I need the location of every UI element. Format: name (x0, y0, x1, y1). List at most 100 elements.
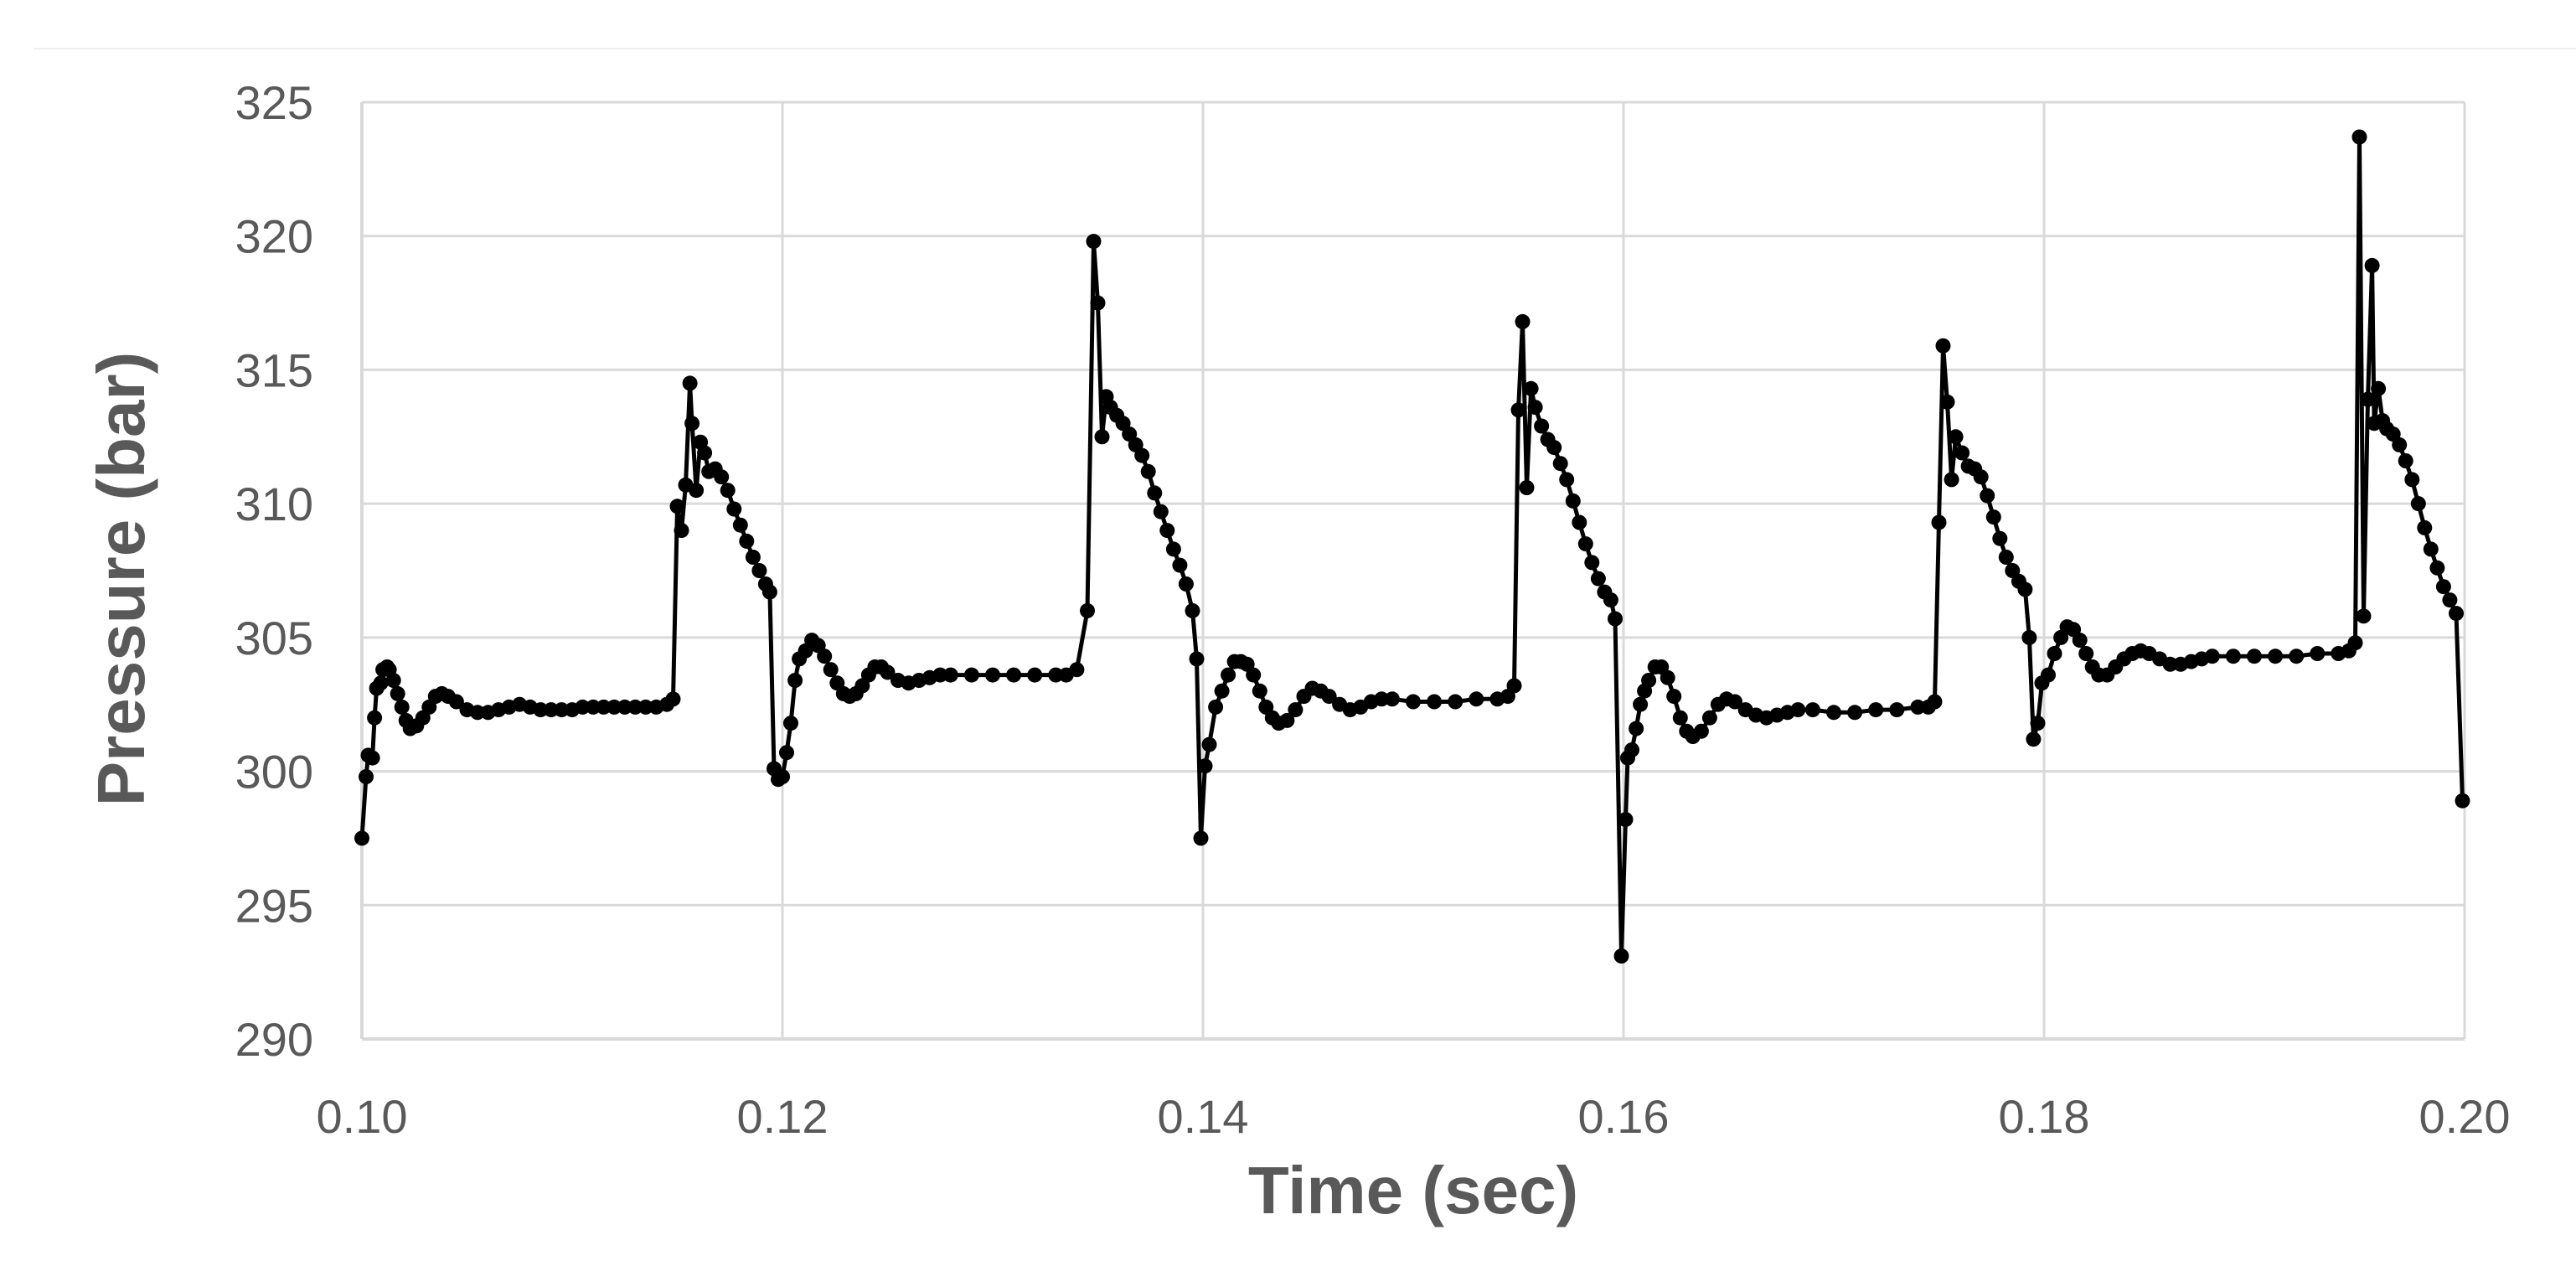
data-point (739, 533, 755, 549)
data-point (2423, 541, 2439, 557)
data-point (638, 699, 653, 715)
data-point (732, 517, 748, 533)
data-point (2351, 129, 2367, 145)
data-point (1954, 445, 1970, 461)
data-point (1080, 602, 1095, 618)
data-point (2204, 649, 2220, 664)
data-point (1506, 678, 1522, 694)
data-point (1998, 550, 2014, 565)
data-point (2289, 649, 2305, 664)
data-point (1321, 689, 1337, 705)
data-point (1660, 669, 1675, 685)
data-point (1629, 721, 1644, 736)
data-point (1527, 400, 1543, 416)
data-point (665, 691, 681, 707)
data-point (1980, 488, 1995, 504)
data-point (697, 445, 713, 461)
data-point (1279, 712, 1295, 728)
data-point (823, 662, 839, 678)
axes (360, 102, 2465, 1041)
data-point (880, 664, 896, 680)
data-point (783, 716, 798, 731)
data-point (1727, 694, 1742, 710)
data-point (2021, 629, 2037, 645)
data-point (2078, 646, 2094, 661)
data-point (1140, 463, 1156, 479)
data-point (720, 483, 736, 499)
data-point (1448, 694, 1464, 710)
data-point (684, 416, 700, 432)
data-point (1804, 702, 1820, 718)
data-point (2410, 496, 2426, 512)
grid-lines (362, 101, 2466, 1039)
data-point (1572, 514, 1587, 530)
data-point (1374, 691, 1390, 707)
data-point (554, 702, 570, 718)
data-point (1006, 667, 1022, 683)
data-point (390, 685, 405, 701)
data-point (1246, 667, 1262, 683)
data-point (1546, 440, 1562, 456)
data-point (1214, 683, 1230, 699)
data-point (1384, 691, 1400, 707)
data-point (787, 673, 803, 688)
data-point (1208, 699, 1224, 715)
data-point (1406, 694, 1421, 710)
data-point (2026, 731, 2042, 747)
data-point (674, 523, 689, 539)
data-point (1992, 530, 2008, 546)
data-point (2162, 656, 2178, 672)
data-point (2030, 716, 2046, 731)
data-point (2417, 519, 2433, 535)
data-point (1666, 689, 1682, 705)
series-line (359, 135, 2465, 959)
data-point (2041, 667, 2056, 683)
data-point (1090, 295, 1106, 311)
x-tick-label: 0.18 (1999, 1090, 2090, 1143)
data-point (779, 745, 794, 761)
data-point (1178, 576, 1194, 592)
x-tick-label: 0.12 (737, 1090, 829, 1143)
data-point (942, 667, 958, 683)
y-tick-label: 310 (235, 478, 313, 530)
data-point (1927, 694, 1943, 710)
data-point (586, 699, 601, 715)
data-point (470, 705, 485, 721)
data-point (2360, 391, 2376, 407)
data-point (1868, 702, 1884, 718)
data-point (1427, 694, 1443, 710)
data-point (1624, 742, 1639, 757)
data-point (1603, 592, 1618, 608)
data-point (1534, 418, 1550, 434)
data-point (1944, 472, 1959, 488)
data-point (1613, 948, 1629, 964)
data-point (543, 702, 559, 718)
data-point (2442, 592, 2458, 608)
data-point (2072, 633, 2088, 649)
data-point (2347, 635, 2363, 651)
data-point (1608, 611, 1623, 627)
data-point (2435, 579, 2451, 595)
data-point (1086, 234, 1102, 250)
data-point (1985, 509, 2001, 525)
data-point (1165, 541, 1181, 557)
data-point (761, 584, 777, 600)
data-point (714, 469, 730, 485)
data-point (1847, 705, 1863, 721)
data-point (2398, 453, 2413, 468)
data-point (1584, 555, 1600, 571)
data-point (364, 750, 380, 766)
data-point (751, 563, 767, 578)
data-point (1939, 394, 1955, 410)
x-tick-label: 0.14 (1158, 1090, 1249, 1143)
data-point (1618, 812, 1634, 828)
data-point (2364, 257, 2380, 273)
x-tick-label: 0.10 (317, 1090, 408, 1143)
data-point (2047, 646, 2062, 661)
data-point (1559, 472, 1575, 488)
data-point (963, 667, 979, 683)
data-point (2017, 581, 2033, 597)
data-point (985, 667, 1000, 683)
y-tick-label: 325 (235, 76, 313, 129)
